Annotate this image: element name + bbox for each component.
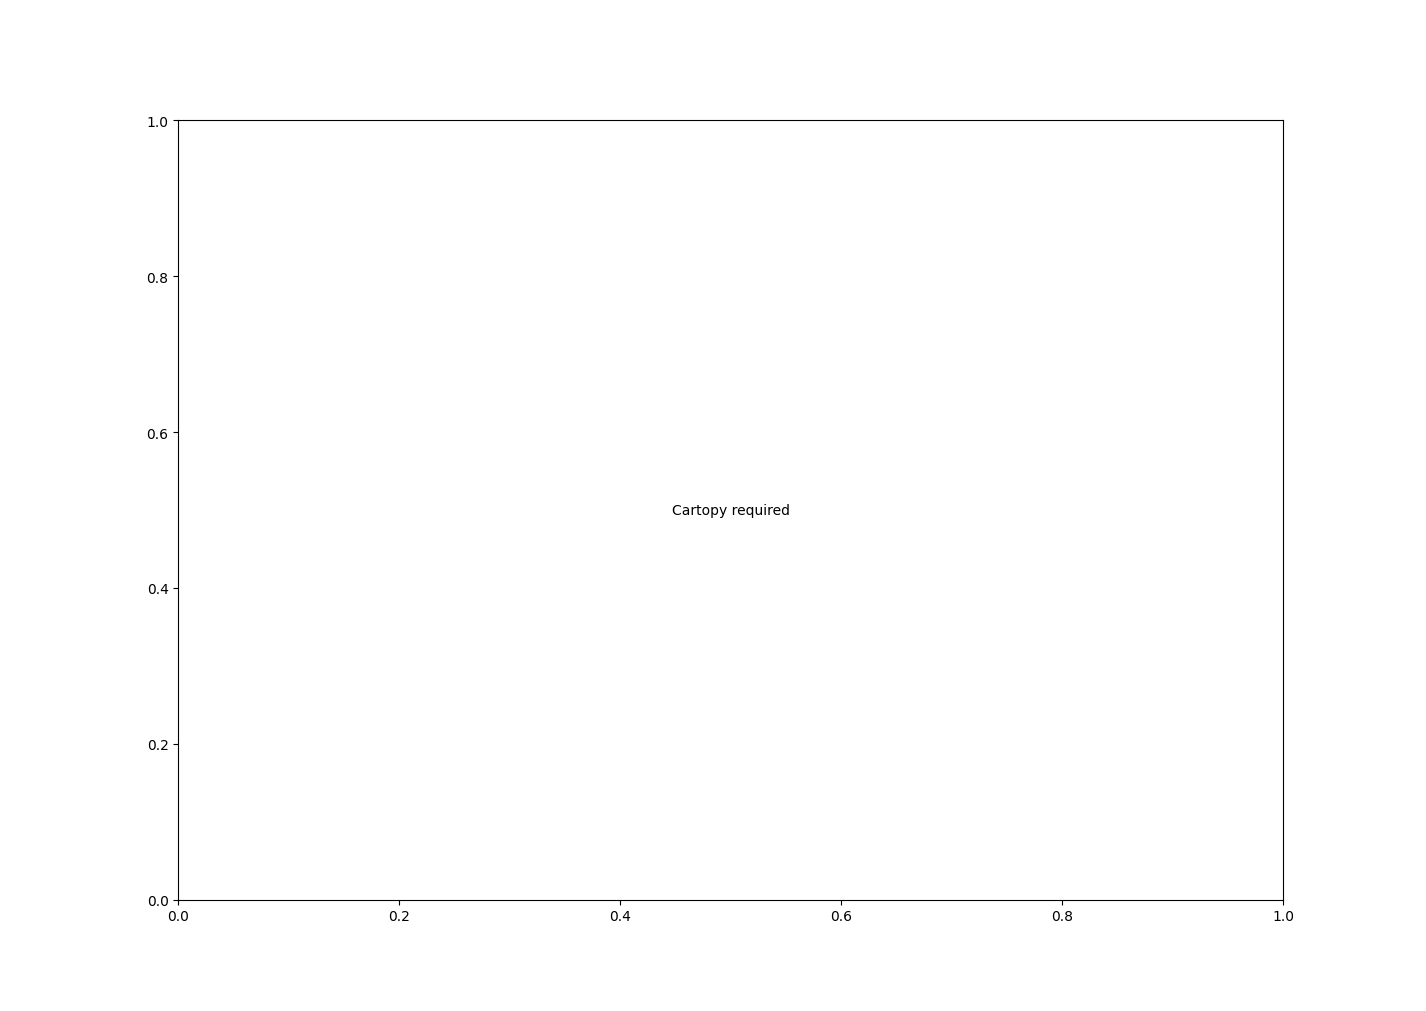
- Text: Cartopy required: Cartopy required: [672, 503, 790, 518]
